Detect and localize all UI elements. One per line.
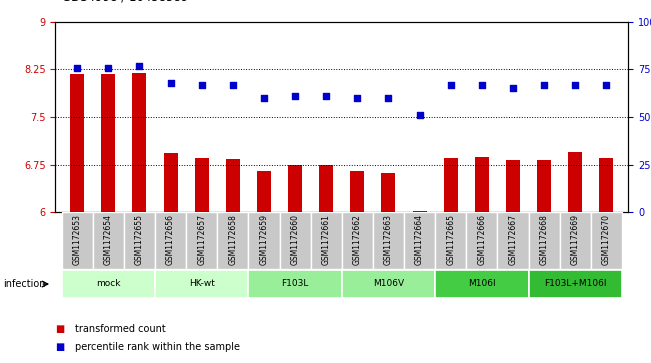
Point [103,65,113,70]
Point [539,82,549,87]
Bar [435,212,466,269]
Point [72,65,82,70]
Point [352,95,363,101]
Bar [413,211,426,212]
Bar [404,212,435,269]
Bar [163,153,178,212]
Point [258,95,269,101]
Point [228,82,238,87]
Text: transformed count: transformed count [75,323,165,334]
Text: GSM1172653: GSM1172653 [73,214,81,265]
Point [290,93,300,99]
Bar [92,212,124,269]
Bar [600,158,613,212]
Bar [155,212,186,269]
Point [383,95,394,101]
Text: GSM1172655: GSM1172655 [135,214,144,265]
Bar [342,270,435,298]
Text: ■: ■ [55,342,64,352]
Point [602,82,612,87]
Text: GSM1172659: GSM1172659 [260,214,268,265]
Text: GSM1172665: GSM1172665 [446,214,455,265]
Bar [132,73,146,212]
Bar [529,270,622,298]
Text: GSM1172669: GSM1172669 [571,214,580,265]
Point [508,86,518,91]
Text: ■: ■ [55,323,64,334]
Bar [350,171,365,212]
Text: percentile rank within the sample: percentile rank within the sample [75,342,240,352]
Bar [62,212,92,269]
Bar [226,159,240,212]
Bar [497,212,529,269]
Text: F103L+M106I: F103L+M106I [544,279,607,288]
Text: GSM1172658: GSM1172658 [229,214,238,265]
Bar [155,270,249,298]
Text: GSM1172661: GSM1172661 [322,214,331,265]
Text: mock: mock [96,279,120,288]
Bar [195,158,209,212]
Text: GSM1172657: GSM1172657 [197,214,206,265]
Bar [591,212,622,269]
Bar [279,212,311,269]
Text: GSM1172670: GSM1172670 [602,214,611,265]
Bar [568,152,582,212]
Bar [342,212,373,269]
Bar [62,270,155,298]
Point [570,82,581,87]
Bar [102,74,115,212]
Bar [373,212,404,269]
Point [321,93,331,99]
Bar [249,212,279,269]
Text: GSM1172660: GSM1172660 [290,214,299,265]
Text: infection: infection [3,279,46,289]
Point [134,63,145,69]
Text: GSM1172663: GSM1172663 [384,214,393,265]
Text: HK-wt: HK-wt [189,279,215,288]
Bar [537,160,551,212]
Bar [257,171,271,212]
Text: GSM1172666: GSM1172666 [477,214,486,265]
Bar [319,165,333,212]
Point [445,82,456,87]
Text: M106V: M106V [373,279,404,288]
Bar [475,157,489,212]
Bar [288,165,302,212]
Point [197,82,207,87]
Bar [186,212,217,269]
Point [477,82,487,87]
Bar [70,74,84,212]
Bar [124,212,155,269]
Bar [444,158,458,212]
Text: F103L: F103L [281,279,309,288]
Text: GSM1172654: GSM1172654 [104,214,113,265]
Bar [249,270,342,298]
Bar [529,212,560,269]
Bar [381,173,396,212]
Text: M106I: M106I [468,279,495,288]
Text: GSM1172668: GSM1172668 [540,214,549,265]
Bar [506,160,520,212]
Text: GSM1172667: GSM1172667 [508,214,518,265]
Point [165,80,176,86]
Bar [311,212,342,269]
Point [415,112,425,118]
Text: GSM1172662: GSM1172662 [353,214,362,265]
Text: GSM1172656: GSM1172656 [166,214,175,265]
Bar [435,270,529,298]
Bar [560,212,591,269]
Bar [466,212,497,269]
Text: GSM1172664: GSM1172664 [415,214,424,265]
Text: GDS4998 / 10458589: GDS4998 / 10458589 [62,0,188,4]
Bar [217,212,249,269]
